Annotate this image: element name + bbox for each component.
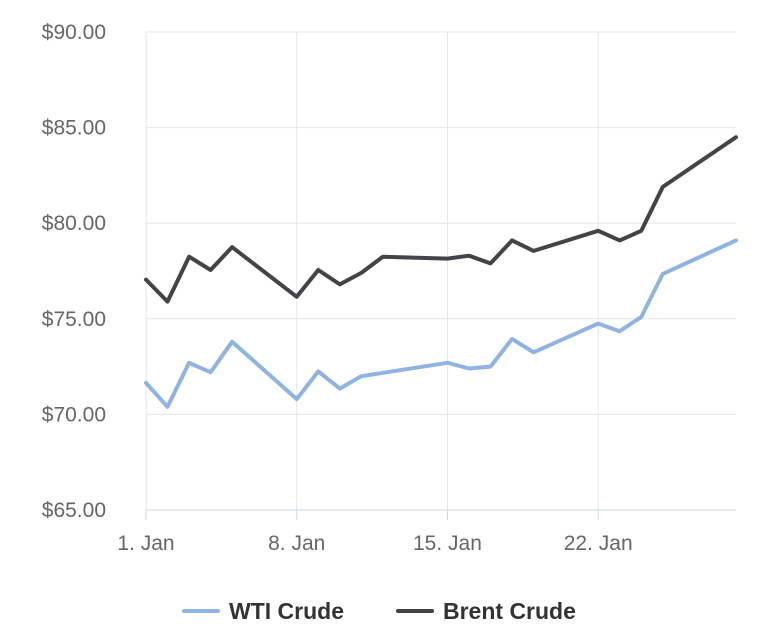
x-tick-label: 1. Jan bbox=[117, 532, 174, 555]
grid-lines bbox=[145, 31, 736, 511]
legend-label: WTI Crude bbox=[229, 598, 344, 624]
legend-item-brent-crude[interactable]: Brent Crude bbox=[396, 598, 576, 624]
y-tick-label: $75.00 bbox=[42, 308, 106, 331]
series-lines bbox=[144, 135, 738, 409]
x-tick-label: 22. Jan bbox=[564, 532, 633, 555]
legend: WTI Crude Brent Crude bbox=[182, 598, 576, 624]
y-tick-label: $85.00 bbox=[42, 117, 106, 140]
legend-item-wti-crude[interactable]: WTI Crude bbox=[182, 598, 344, 624]
y-axis: $65.00 $70.00 $75.00 $80.00 $85.00 $90.00 bbox=[42, 21, 106, 522]
y-tick-label: $80.00 bbox=[42, 212, 106, 235]
x-axis: 1. Jan 8. Jan 15. Jan 22. Jan bbox=[117, 509, 736, 555]
y-tick-label: $70.00 bbox=[42, 403, 106, 426]
series-line-brent-crude[interactable] bbox=[144, 135, 738, 304]
y-tick-label: $90.00 bbox=[42, 21, 106, 44]
y-tick-label: $65.00 bbox=[42, 499, 106, 522]
x-tick-label: 8. Jan bbox=[268, 532, 325, 555]
series-line-wti-crude[interactable] bbox=[144, 238, 738, 409]
x-tick-label: 15. Jan bbox=[413, 532, 482, 555]
legend-label: Brent Crude bbox=[443, 598, 576, 624]
